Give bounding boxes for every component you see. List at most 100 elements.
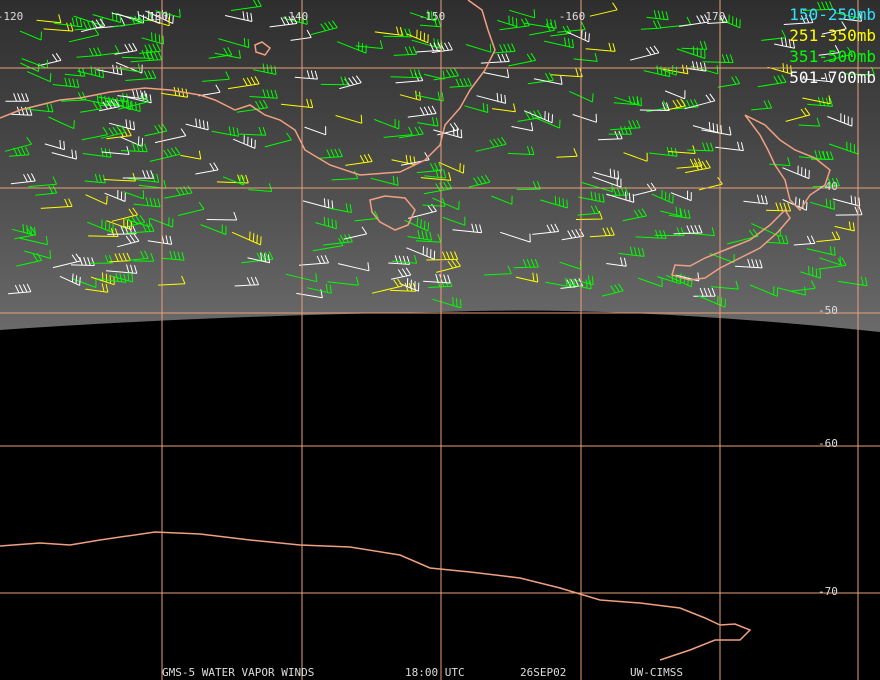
wind-barb (222, 175, 245, 186)
wind-barb (114, 42, 138, 55)
wind-barb (37, 53, 62, 67)
wind-barb (370, 175, 399, 186)
wind-barb (98, 99, 120, 112)
wind-barb (52, 253, 82, 269)
wind-barb (589, 2, 618, 17)
wind-barb (147, 234, 173, 245)
wind-barb (59, 273, 81, 286)
wind-barb (415, 233, 442, 243)
wind-barb (51, 149, 77, 160)
wind-barb (285, 273, 318, 283)
wind-barb (161, 250, 185, 261)
wind-barb (561, 228, 585, 241)
wind-barb (122, 170, 154, 179)
wind-barb (339, 75, 362, 90)
wind-barb (491, 195, 513, 205)
wind-barb (337, 262, 370, 272)
wind-barb (567, 30, 590, 43)
wind-barb (735, 258, 763, 269)
wind-barb (757, 74, 787, 88)
wind-barb (793, 235, 816, 246)
wind-barb (532, 223, 560, 235)
wind-barb (684, 93, 716, 110)
wind-barb (374, 26, 403, 36)
wind-barb (128, 250, 149, 261)
wind-barb (125, 70, 157, 81)
wind-barb (679, 14, 710, 27)
wind-barb (236, 99, 269, 113)
wind-barb (433, 127, 463, 139)
new-zealand-north (744, 114, 831, 212)
wind-barb (572, 113, 597, 123)
wind-barb (211, 126, 240, 137)
wind-barb (424, 168, 447, 179)
wind-barb (416, 162, 443, 174)
wind-barb (27, 71, 52, 83)
wind-barb (282, 13, 308, 25)
wind-barb (693, 287, 716, 297)
wind-barb (64, 67, 86, 77)
wind-barb (585, 42, 616, 52)
wind-barb (80, 18, 106, 33)
wind-barb (231, 231, 262, 246)
wind-barb (54, 17, 83, 28)
wind-barb (417, 117, 439, 127)
wind-barb (130, 51, 163, 63)
longitude-label: -170 (699, 10, 726, 23)
wind-barb (141, 32, 165, 45)
wind-barb (821, 21, 847, 35)
wind-barb (593, 168, 620, 180)
wind-barb (44, 139, 65, 151)
wind-barb (407, 105, 437, 118)
wind-barb (393, 46, 418, 56)
small-island (254, 41, 272, 56)
wind-barb (511, 122, 534, 132)
wind-barb (19, 30, 42, 41)
latitude-label: -70 (818, 585, 838, 598)
wind-barb (657, 272, 681, 285)
legend-entry: 501-700mb (789, 68, 876, 87)
wind-barb (436, 258, 461, 273)
wind-barb (355, 40, 383, 50)
wind-barb (343, 226, 368, 240)
wind-barb (508, 52, 537, 67)
wind-barb (87, 219, 114, 234)
wind-barb (253, 63, 277, 75)
wind-barb (109, 252, 131, 263)
wind-barb (668, 208, 691, 219)
legend-entry: 150-250mb (789, 5, 876, 24)
wind-barb (651, 189, 674, 204)
wind-barb (74, 20, 96, 31)
wind-barb (783, 14, 814, 25)
wind-barb (534, 117, 561, 129)
wind-barb (103, 172, 136, 182)
wind-barb (4, 136, 33, 152)
wind-barb (404, 217, 430, 232)
wind-barb (407, 229, 432, 241)
wind-barb (800, 266, 821, 279)
wind-barb (483, 265, 512, 276)
wind-barb (523, 110, 553, 124)
wind-barb (630, 45, 660, 61)
wind-barb (16, 253, 43, 267)
wind-barb (177, 201, 205, 216)
wind-barb (513, 258, 539, 269)
wind-barb (106, 218, 132, 231)
tasmania-coast (369, 195, 416, 231)
footer-text: 18:00 UTC (405, 666, 465, 679)
wind-barb (319, 148, 343, 159)
wind-barb (639, 102, 670, 111)
wind-barb (399, 278, 420, 292)
wind-barb (125, 218, 151, 228)
wind-barb (120, 142, 148, 153)
wind-barb (618, 246, 645, 257)
wind-barb (241, 251, 274, 264)
wind-barb (668, 145, 696, 154)
wind-barb (249, 89, 278, 99)
wind-barb (539, 196, 568, 209)
wind-barb (834, 221, 855, 232)
wind-barb (769, 157, 791, 167)
wind-barb (717, 75, 741, 88)
wind-barb (312, 237, 344, 252)
wind-barb (409, 10, 437, 22)
